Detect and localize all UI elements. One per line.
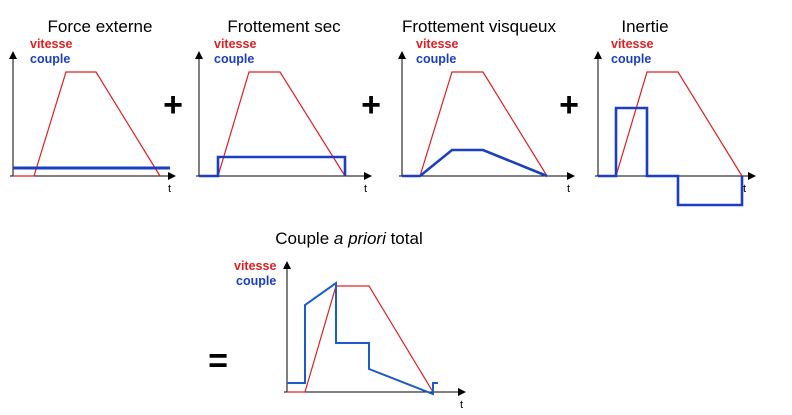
title-part-2: total bbox=[386, 229, 423, 248]
vitesse-curve bbox=[402, 71, 548, 177]
vitesse-curve bbox=[598, 71, 743, 177]
legend-vitesse: vitesse bbox=[416, 37, 458, 51]
t-axis-label: t bbox=[364, 183, 367, 195]
legend-vitesse: vitesse bbox=[611, 37, 653, 51]
couple-curve bbox=[199, 155, 347, 178]
vitesse-curve bbox=[13, 71, 161, 177]
panel-title-inertie: Inertie bbox=[621, 17, 668, 36]
couple-curve bbox=[598, 106, 744, 207]
panel-title-frottement-visqueux: Frottement visqueux bbox=[402, 17, 557, 36]
t-axis-label: t bbox=[567, 183, 570, 195]
panel-title-frottement-sec: Frottement sec bbox=[227, 17, 341, 36]
t-axis-label: t bbox=[460, 399, 463, 411]
panel-frottement-visqueux: Frottement visqueux vitesse couple t bbox=[398, 17, 575, 195]
couple-curve bbox=[287, 281, 438, 396]
t-axis-label: t bbox=[743, 183, 746, 195]
couple-curve bbox=[402, 148, 548, 178]
legend-vitesse: vitesse bbox=[30, 37, 72, 51]
legend-couple: couple bbox=[416, 52, 456, 66]
legend-vitesse: vitesse bbox=[234, 259, 276, 273]
plus-operator: + bbox=[559, 86, 579, 124]
t-axis-label: t bbox=[168, 183, 171, 195]
title-part-italic: a priori bbox=[334, 229, 387, 248]
legend-couple: couple bbox=[30, 52, 70, 66]
equals-operator: = bbox=[208, 342, 228, 380]
legend-vitesse: vitesse bbox=[214, 37, 256, 51]
title-part-1: Couple bbox=[275, 229, 334, 248]
plus-operator: + bbox=[163, 86, 183, 124]
panel-title-force-externe: Force externe bbox=[48, 17, 153, 36]
legend-couple: couple bbox=[236, 274, 276, 288]
legend-couple: couple bbox=[214, 52, 254, 66]
panel-inertie: Inertie vitesse couple t bbox=[594, 17, 756, 207]
panel-force-externe: Force externe vitesse couple t bbox=[9, 17, 176, 195]
plus-operator: + bbox=[361, 86, 381, 124]
panel-couple-total: Couple a priori total vitesse couple t bbox=[234, 229, 466, 411]
vitesse-curve bbox=[199, 71, 346, 177]
legend-couple: couple bbox=[611, 52, 651, 66]
panel-frottement-sec: Frottement sec vitesse couple t bbox=[195, 17, 372, 195]
panel-title-couple-total: Couple a priori total bbox=[275, 229, 422, 248]
